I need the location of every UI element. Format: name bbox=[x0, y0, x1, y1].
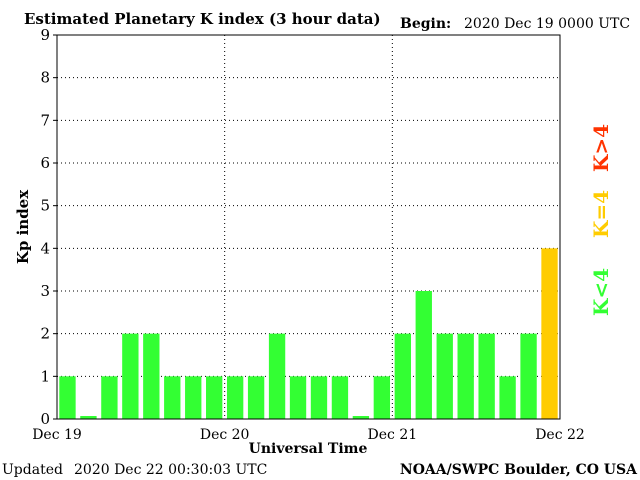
x-tick-label: Dec 21 bbox=[368, 427, 418, 443]
x-tick-labels: Dec 19 Dec 20 Dec 21 Dec 22 bbox=[32, 427, 585, 443]
y-tick-label: 3 bbox=[40, 282, 50, 300]
kp-bar bbox=[520, 333, 537, 419]
kp-bar bbox=[289, 376, 307, 419]
x-tick-label: Dec 20 bbox=[200, 427, 250, 443]
begin-label: Begin: bbox=[400, 16, 451, 32]
y-axis-label: Kp index bbox=[14, 189, 32, 264]
kp-bar bbox=[143, 333, 160, 419]
kp-bar bbox=[226, 376, 244, 419]
kp-bar bbox=[164, 376, 181, 419]
x-tick-label: Dec 19 bbox=[32, 427, 82, 443]
kp-bar bbox=[457, 333, 474, 419]
y-tick-label: 9 bbox=[40, 26, 50, 44]
updated-value: 2020 Dec 22 00:30:03 UTC bbox=[74, 462, 267, 478]
legend-high: K>4 bbox=[589, 124, 613, 172]
kp-bar bbox=[80, 416, 97, 419]
kp-bar bbox=[206, 376, 223, 419]
x-tick-label: Dec 22 bbox=[535, 427, 585, 443]
legend-low: K<4 bbox=[589, 268, 613, 316]
kp-bar bbox=[373, 376, 391, 419]
kp-bar bbox=[478, 333, 495, 419]
y-tick-label: 5 bbox=[40, 197, 50, 215]
x-axis-label: Universal Time bbox=[249, 441, 368, 457]
legend-equal: K=4 bbox=[589, 190, 613, 238]
kp-bar bbox=[436, 333, 453, 419]
source-credit: NOAA/SWPC Boulder, CO USA bbox=[400, 462, 638, 478]
y-tick-label: 0 bbox=[40, 410, 50, 428]
bars bbox=[59, 248, 558, 419]
kp-bar bbox=[310, 376, 328, 419]
y-tick-label: 8 bbox=[40, 69, 50, 87]
kp-bar bbox=[59, 376, 76, 419]
y-tick-label: 4 bbox=[40, 239, 50, 257]
kp-bar bbox=[185, 376, 202, 419]
kp-bar bbox=[394, 333, 411, 419]
kp-bar bbox=[101, 376, 118, 419]
y-tick-labels: 0 1 2 3 4 5 6 7 8 9 bbox=[40, 26, 57, 428]
kp-bar bbox=[499, 376, 516, 419]
plot-frame bbox=[56, 34, 561, 420]
grid-lines bbox=[57, 35, 560, 419]
y-tick-label: 1 bbox=[40, 367, 50, 385]
begin-value: 2020 Dec 19 0000 UTC bbox=[464, 16, 630, 32]
kp-bar bbox=[247, 376, 265, 419]
kp-bar bbox=[541, 248, 558, 419]
updated-label: Updated bbox=[2, 462, 63, 478]
y-tick-label: 6 bbox=[40, 154, 50, 172]
kp-bar bbox=[415, 291, 432, 419]
kp-bar bbox=[352, 416, 370, 419]
y-tick-label: 7 bbox=[40, 111, 50, 129]
kp-bar bbox=[122, 333, 139, 419]
kp-bar bbox=[331, 376, 349, 419]
chart-title: Estimated Planetary K index (3 hour data… bbox=[24, 10, 381, 28]
kp-bar bbox=[268, 333, 286, 419]
y-tick-label: 2 bbox=[40, 325, 50, 343]
